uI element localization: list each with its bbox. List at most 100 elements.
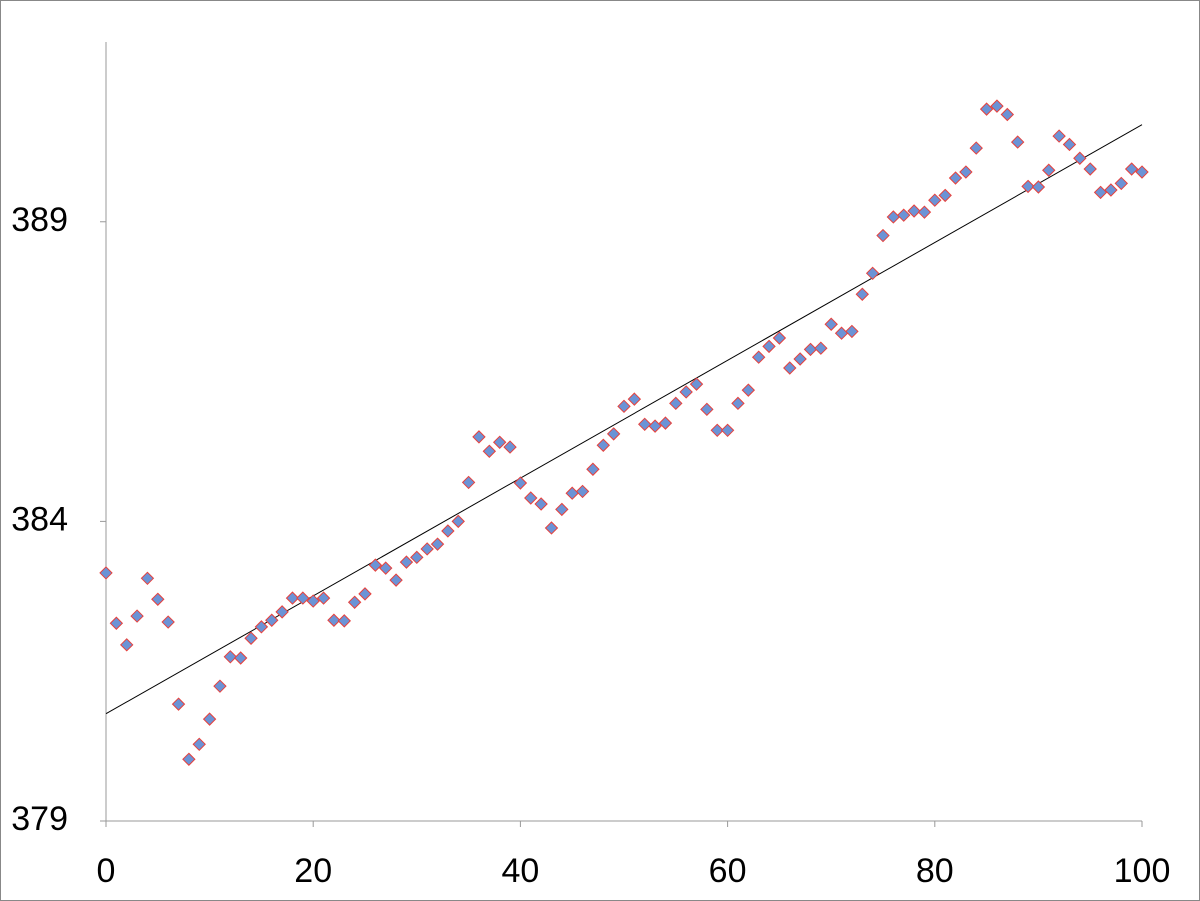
marker (731, 396, 745, 411)
marker (679, 385, 693, 399)
x-tick-label: 40 (501, 852, 539, 890)
marker (368, 558, 383, 572)
marker (1062, 137, 1077, 152)
marker (586, 462, 600, 476)
marker (741, 383, 756, 397)
marker (917, 205, 932, 219)
marker (575, 484, 590, 499)
marker (1073, 151, 1087, 165)
marker (140, 571, 155, 586)
marker (451, 514, 465, 529)
x-tick-label: 80 (916, 852, 954, 890)
y-tick-label: 379 (11, 800, 68, 838)
marker (990, 99, 1004, 113)
marker (151, 592, 165, 606)
marker (948, 171, 963, 185)
marker (171, 697, 186, 711)
marker (337, 614, 351, 628)
marker (1042, 163, 1056, 177)
marker (544, 521, 559, 535)
x-tick-label: 100 (1114, 852, 1171, 890)
marker (410, 550, 424, 565)
marker (420, 542, 434, 556)
marker (399, 555, 414, 569)
marker (1010, 135, 1025, 149)
marker (1031, 180, 1046, 194)
marker (1114, 176, 1128, 191)
marker (120, 638, 134, 652)
marker (669, 396, 683, 411)
marker (524, 491, 538, 505)
marker (130, 609, 144, 623)
trendline (105, 124, 1143, 715)
marker (233, 651, 248, 665)
marker (1093, 185, 1108, 200)
marker (783, 361, 797, 375)
marker (617, 399, 631, 414)
marker (109, 616, 124, 630)
marker (358, 587, 372, 601)
marker (472, 430, 486, 444)
marker (461, 475, 476, 490)
marker (865, 266, 880, 281)
marker (223, 650, 238, 664)
marker (793, 352, 807, 366)
marker (99, 566, 113, 580)
marker (1124, 162, 1139, 176)
marker (1104, 183, 1118, 197)
marker (959, 165, 973, 179)
marker (182, 752, 196, 766)
marker (803, 342, 818, 357)
marker (379, 561, 393, 575)
y-tick-label: 389 (11, 201, 68, 239)
marker (1083, 162, 1097, 176)
marker (534, 497, 548, 511)
marker (876, 228, 890, 243)
marker (762, 339, 776, 354)
marker (513, 476, 528, 490)
marker (606, 427, 621, 441)
x-tick-label: 0 (97, 852, 116, 890)
marker (1135, 165, 1149, 179)
marker (296, 591, 310, 605)
marker (720, 423, 735, 438)
marker (772, 331, 787, 345)
marker (814, 341, 828, 355)
marker (347, 595, 362, 609)
marker (285, 591, 300, 605)
marker (689, 377, 704, 391)
marker (389, 573, 403, 587)
marker (430, 537, 445, 551)
marker (503, 440, 517, 454)
marker (845, 324, 859, 339)
marker (492, 435, 507, 449)
y-tick-label: 384 (11, 500, 68, 538)
x-tick-label: 60 (709, 852, 747, 890)
marker (327, 613, 341, 627)
marker (658, 416, 673, 430)
marker (316, 591, 331, 605)
marker (938, 188, 952, 203)
marker (254, 620, 269, 634)
marker (855, 287, 869, 301)
marker (1021, 179, 1035, 194)
marker (555, 502, 569, 517)
marker (1000, 107, 1015, 122)
marker (213, 679, 227, 693)
marker (638, 417, 652, 432)
marker (192, 737, 206, 752)
marker (648, 419, 662, 433)
x-tick-label: 20 (294, 852, 332, 890)
marker (979, 102, 994, 116)
marker (1052, 129, 1066, 143)
marker (710, 423, 724, 438)
marker (751, 350, 766, 364)
marker (161, 615, 175, 629)
marker (907, 204, 921, 218)
marker (202, 712, 217, 726)
marker (700, 402, 714, 417)
marker (482, 444, 497, 458)
marker (244, 631, 258, 645)
